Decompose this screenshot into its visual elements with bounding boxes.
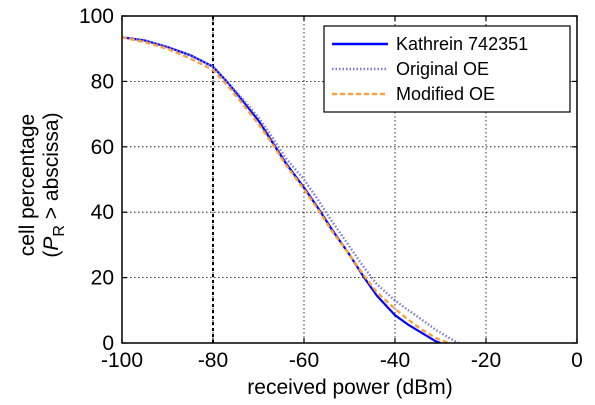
y-axis-label-var: P	[40, 237, 63, 251]
legend: Kathrein 742351 Original OE Modified OE	[323, 25, 571, 113]
series-line	[122, 36, 450, 343]
y-axis-label: cell percentage (PR > abscissa)	[16, 112, 68, 257]
legend-label: Kathrein 742351	[396, 34, 528, 54]
y-axis-label-sub: R	[51, 225, 68, 237]
y-tick-label: 20	[91, 267, 114, 290]
y-axis-label-line2: (PR > abscissa)	[40, 112, 68, 257]
x-tick-label: -40	[380, 349, 410, 372]
y-tick-label: 80	[91, 70, 114, 93]
x-tick-labels: -100 -80 -60 -40 -20 0	[101, 349, 583, 372]
x-tick-label: -20	[471, 349, 501, 372]
ticks	[121, 15, 578, 344]
y-tick-label: 60	[91, 136, 114, 159]
x-tick-label: -100	[101, 349, 143, 372]
y-tick-label: 0	[102, 332, 114, 355]
y-axis-label-open: (	[40, 251, 63, 258]
y-tick-labels: 0 20 40 60 80 100	[79, 5, 114, 355]
y-tick-label: 40	[91, 201, 114, 224]
series-line	[122, 36, 441, 343]
legend-label: Modified OE	[396, 84, 495, 104]
x-tick-label: -60	[289, 349, 319, 372]
series-group	[122, 36, 460, 343]
legend-label: Original OE	[396, 59, 489, 79]
plot-frame	[121, 15, 578, 344]
y-axis-label-line1: cell percentage	[16, 114, 39, 256]
x-tick-label: -80	[198, 349, 228, 372]
legend-box	[323, 25, 571, 113]
x-tick-label: 0	[571, 349, 583, 372]
y-tick-label: 100	[79, 5, 114, 28]
x-axis-label: received power (dBm)	[247, 376, 452, 399]
y-axis-label-rest: > abscissa)	[40, 112, 63, 225]
series-line	[122, 36, 460, 343]
